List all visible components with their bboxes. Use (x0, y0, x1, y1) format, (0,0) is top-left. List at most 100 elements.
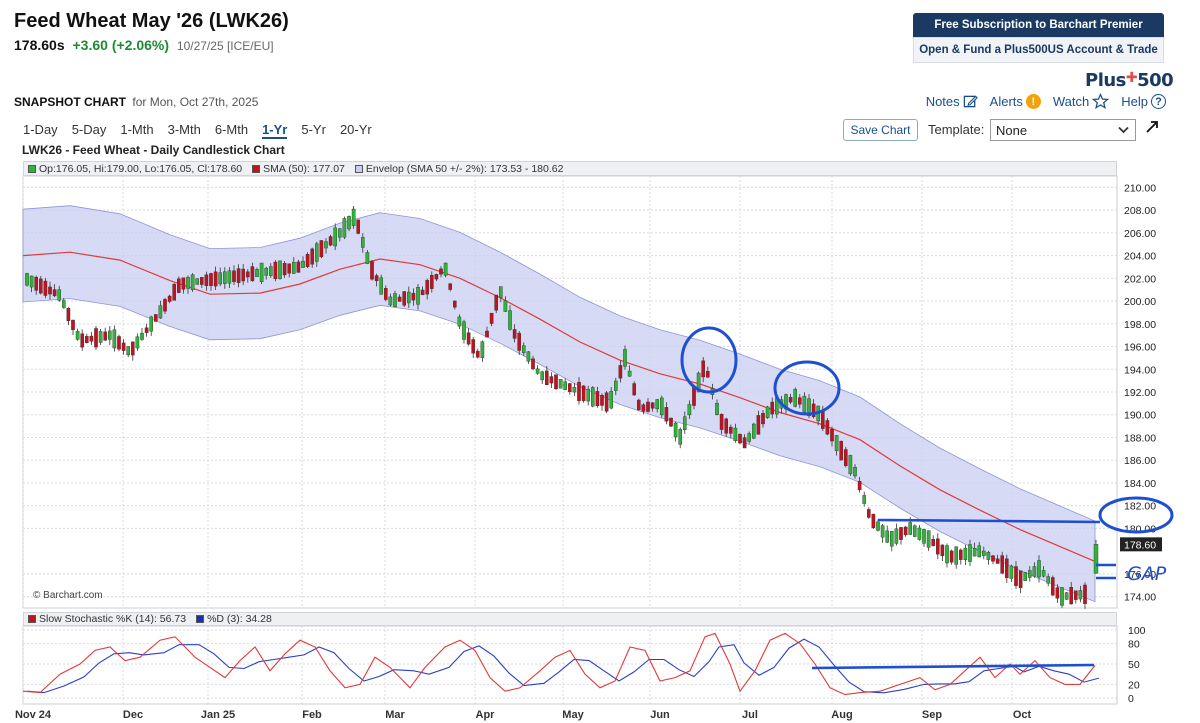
legend-stoch-k-text: Slow Stochastic %K (14): 56.73 (39, 613, 187, 625)
candle-body (922, 529, 926, 544)
candle-body (1014, 566, 1018, 586)
expand-icon[interactable] (1145, 120, 1159, 137)
candle-body (489, 312, 494, 324)
instrument-title: Feed Wheat May '26 (LWK26) (14, 10, 289, 32)
candle-body (949, 550, 954, 563)
candle-body (913, 525, 917, 537)
plus500-account-link[interactable]: Open & Fund a Plus500US Account & Trade (913, 37, 1164, 63)
candle-body (853, 466, 857, 477)
price-tick-label: 182.00 (1124, 501, 1156, 513)
watch-button[interactable]: Watch (1053, 93, 1110, 110)
candle-body (384, 287, 388, 300)
notes-button[interactable]: Notes (926, 94, 978, 109)
candle-body (172, 283, 177, 301)
candle-body (876, 521, 880, 531)
period-tab-20-yr[interactable]: 20-Yr (339, 122, 372, 137)
help-button[interactable]: Help ? (1121, 94, 1166, 109)
save-chart-button[interactable]: Save Chart (843, 119, 918, 141)
candle-body (176, 278, 181, 293)
legend-envelope-text: Envelop (SMA 50 +/- 2%): 173.53 - 180.62 (365, 162, 564, 175)
premier-subscription-button[interactable]: Free Subscription to Barchart Premier (913, 13, 1164, 37)
candle-body (752, 423, 756, 439)
candle-body (199, 277, 204, 285)
stochastic-legend: Slow Stochastic %K (14): 56.73 %D (3): 3… (23, 612, 1117, 626)
template-value: None (996, 122, 1028, 138)
candle-body (512, 329, 517, 339)
period-tab-1-mth[interactable]: 1-Mth (120, 122, 154, 137)
annotation-resistance-line (877, 518, 1101, 524)
candle-body (572, 386, 577, 393)
snapshot-date: for Mon, Oct 27th, 2025 (132, 95, 259, 109)
candle-body (485, 330, 489, 338)
candle-body (287, 263, 292, 274)
candle-body (407, 291, 411, 304)
chart-title: LWK26 - Feed Wheat - Daily Candlestick C… (22, 143, 285, 157)
candle-body (802, 395, 807, 413)
chart-actions: Notes Alerts ! Watch Help ? (926, 93, 1166, 110)
candle-body (646, 401, 650, 412)
candle-body (282, 263, 287, 276)
candle-body (729, 426, 733, 434)
candle-body (650, 402, 655, 409)
annotation-gap-label: GAP (1127, 563, 1167, 585)
candle-body (798, 397, 802, 405)
period-tab-6-mth[interactable]: 6-Mth (214, 122, 249, 137)
candle-body (844, 449, 848, 466)
legend-ohlc: Op:176.05, Hi:179.00, Lo:176.05, Cl:178.… (28, 163, 242, 175)
period-tab-1-yr[interactable]: 1-Yr (262, 122, 288, 139)
price-tick-label: 196.00 (1124, 342, 1156, 354)
candle-body (664, 407, 669, 422)
plus500-logo[interactable]: Plus✚500 (1085, 70, 1174, 91)
candle-body (494, 294, 499, 311)
candle-body (761, 413, 765, 425)
candle-body (269, 266, 273, 276)
alerts-button[interactable]: Alerts ! (990, 94, 1041, 109)
candle-body (765, 406, 770, 418)
candle-body (140, 332, 144, 340)
candle-body (756, 415, 761, 435)
candle-body (982, 550, 986, 556)
candle-body (430, 275, 434, 289)
candle-body (1046, 576, 1050, 584)
candle-body (439, 268, 443, 275)
candle-body (563, 381, 567, 390)
candle-body (245, 271, 250, 278)
candle-body (903, 526, 908, 536)
period-tab-1-day[interactable]: 1-Day (23, 122, 58, 137)
period-tab-3-mth[interactable]: 3-Mth (167, 122, 201, 137)
candle-body (62, 300, 66, 308)
candle-body (770, 401, 774, 415)
candle-body (278, 260, 282, 279)
period-tab-5-day[interactable]: 5-Day (71, 122, 107, 137)
candle-body (292, 261, 296, 274)
candle-body (1055, 587, 1060, 599)
candle-body (862, 495, 866, 504)
candle-body (535, 368, 540, 374)
candle-body (733, 427, 738, 441)
x-axis-tick-label: May (562, 709, 584, 721)
legend-stoch-d-text: %D (3): 34.28 (207, 613, 272, 625)
candle-body (135, 336, 140, 349)
period-tab-5-yr[interactable]: 5-Yr (301, 122, 326, 137)
candle-body (107, 330, 112, 340)
candle-body (517, 332, 521, 351)
candle-body (402, 291, 407, 306)
candle-body (416, 287, 420, 305)
candle-body (604, 392, 609, 412)
candle-body (204, 274, 209, 286)
candle-body (71, 319, 75, 330)
candle-body (526, 351, 531, 362)
candle-body (963, 547, 968, 560)
template-select[interactable]: None (990, 119, 1136, 141)
candle-body (908, 522, 912, 535)
candle-body (80, 333, 84, 348)
candle-body (586, 388, 590, 402)
candle-body (342, 218, 347, 238)
stochastic-plot-area (22, 625, 1118, 705)
candle-body (351, 208, 356, 226)
stoch-tick-label: 50 (1128, 659, 1140, 671)
candle-body (1023, 572, 1027, 581)
candle-body (848, 455, 853, 475)
template-label: Template: (928, 122, 985, 137)
